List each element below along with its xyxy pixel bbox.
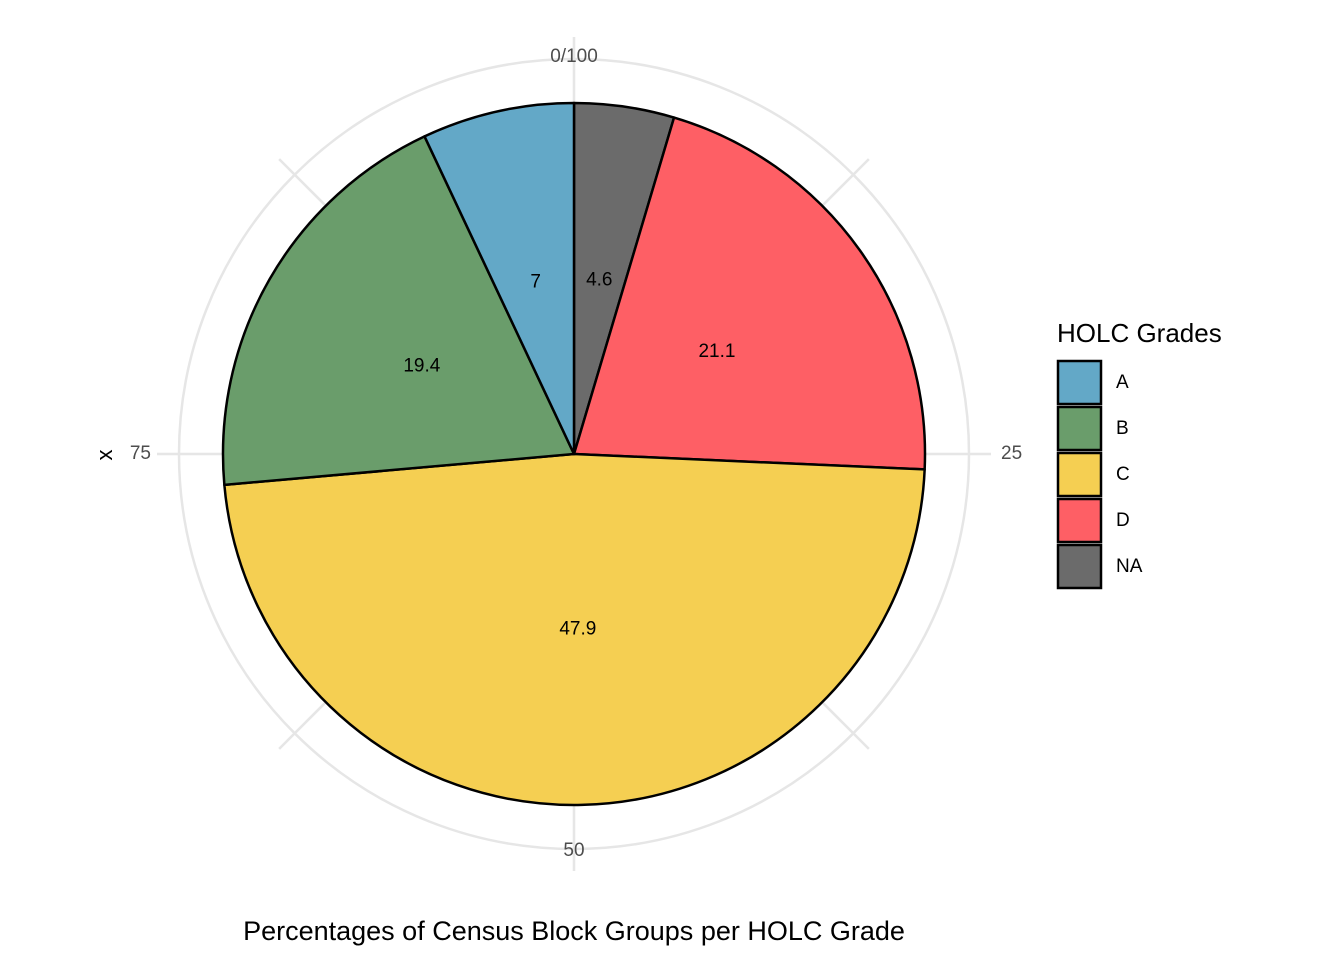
polar-grid	[157, 37, 991, 871]
grid-spoke	[821, 158, 870, 207]
legend-label-na: NA	[1116, 556, 1143, 577]
slice-label-d: 21.1	[698, 341, 735, 362]
pie-slice-c	[223, 452, 926, 807]
slice-label-b: 19.4	[403, 356, 440, 377]
legend-swatch-na	[1056, 543, 1103, 590]
theta-tick-75: 75	[130, 443, 151, 464]
theta-tick-0: 0/100	[550, 46, 598, 67]
legend-label-b: B	[1116, 418, 1129, 439]
x-axis-label: x	[92, 450, 117, 461]
legend-swatch-d	[1056, 497, 1103, 544]
legend-swatch-c	[1056, 451, 1103, 498]
legend-swatch-a	[1056, 359, 1103, 406]
slice-label-na: 4.6	[586, 269, 612, 290]
slice-label-a: 7	[530, 272, 541, 293]
legend-swatch-b	[1056, 405, 1103, 452]
legend-title: HOLC Grades	[1057, 318, 1222, 348]
pie-slice-a	[423, 101, 576, 456]
grid-spoke	[278, 701, 327, 750]
slice-labels: 4.6 21.1 47.9 19.4 7	[403, 269, 735, 639]
chart-caption: Percentages of Census Block Groups per H…	[243, 916, 905, 946]
pie-slices	[221, 101, 927, 807]
legend: HOLC Grades A B C D NA	[1056, 318, 1222, 590]
theta-tick-labels: 0/100 25 50 75	[130, 46, 1022, 861]
pie-slice-d	[572, 116, 927, 471]
theta-tick-50: 50	[563, 840, 584, 861]
pie-slice-b	[221, 135, 576, 487]
legend-items: A B C D NA	[1056, 359, 1143, 590]
legend-label-c: C	[1116, 464, 1130, 485]
grid-spoke	[821, 701, 870, 750]
legend-label-d: D	[1116, 510, 1130, 531]
grid-spoke	[278, 158, 327, 207]
legend-label-a: A	[1116, 372, 1129, 393]
theta-tick-25: 25	[1001, 443, 1022, 464]
slice-label-c: 47.9	[559, 618, 596, 639]
